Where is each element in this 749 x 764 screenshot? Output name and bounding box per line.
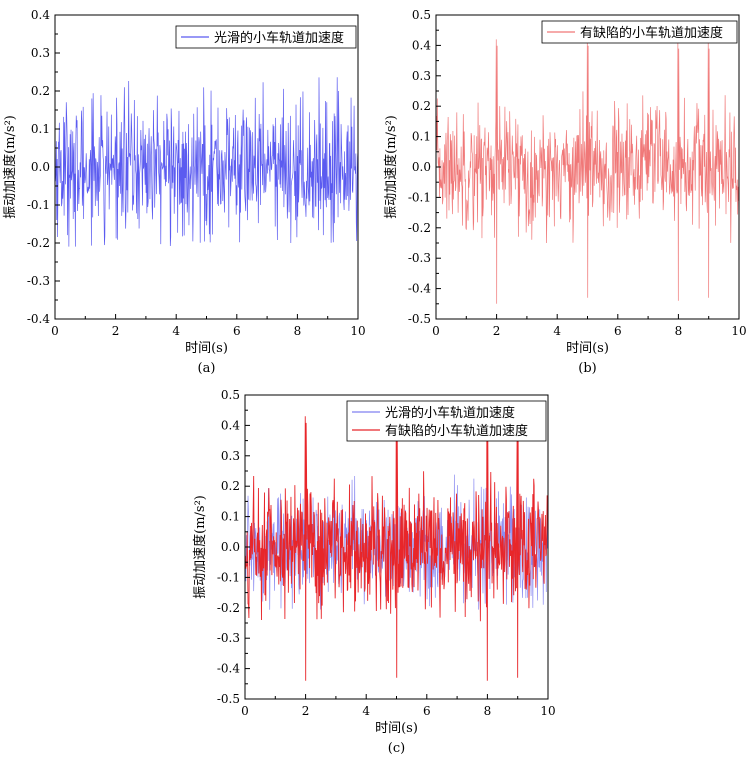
y-tick-label: -0.2	[217, 601, 240, 615]
series-line-1	[55, 77, 358, 247]
legend-label: 有缺陷的小车轨道加速度	[580, 25, 723, 41]
y-tick-label: 0.3	[412, 69, 431, 83]
y-tick-label: -0.1	[27, 198, 50, 212]
x-tick-label: 2	[493, 324, 501, 338]
y-tick-label: 0.3	[31, 46, 50, 60]
x-tick-label: 6	[423, 704, 431, 718]
legend-box	[346, 400, 547, 442]
y-tick-label: 0.5	[221, 388, 240, 402]
y-tick-label: 0.1	[412, 130, 431, 144]
y-tick-label: 0.0	[221, 540, 240, 554]
x-tick-label: 2	[112, 324, 120, 338]
y-tick-label: 0.0	[31, 160, 50, 174]
legend-label: 光滑的小车轨道加速度	[214, 30, 344, 46]
x-tick-label: 0	[432, 324, 440, 338]
y-tick-label: 0.2	[221, 479, 240, 493]
y-tick-label: 0.1	[31, 122, 50, 136]
legend-box	[541, 20, 738, 44]
y-axis-title: 振动加速度(m/s²)	[2, 115, 18, 219]
chart-panel-b: 0 2 4 6 8 10 -0.5 -0.4 -0.3 -0.2 -0.1 0.0 0.1 0.2 0.3 0…	[383, 8, 747, 376]
chart-panel-a: 0 2 4 6 8 10 -0.4 -0.3 -0.2 -0.1 0.0 0.1 0.2 0.3 0.4 时间…	[2, 8, 366, 376]
y-axis-title: 振动加速度(m/s²)	[192, 495, 208, 599]
series-line-1	[436, 39, 739, 304]
x-tick-label: 10	[540, 704, 555, 718]
panel-caption: (b)	[578, 361, 596, 376]
y-tick-label: 0.4	[31, 8, 50, 22]
legend-label: 光滑的小车轨道加速度	[385, 405, 515, 421]
series-line-2	[245, 416, 548, 681]
y-tick-label: -0.2	[27, 236, 50, 250]
x-tick-label: 0	[241, 704, 249, 718]
y-tick-label: 0.2	[31, 84, 50, 98]
legend-box	[175, 25, 357, 49]
y-tick-label: -0.4	[217, 662, 241, 676]
x-axis-title: 时间(s)	[375, 721, 418, 736]
x-tick-label: 10	[350, 324, 365, 338]
y-tick-label: -0.3	[217, 631, 240, 645]
y-tick-label: -0.2	[408, 221, 431, 235]
chart-panel-c: 0 2 4 6 8 10 -0.5 -0.4 -0.3 -0.2 -0.1 0.0 0.1 0.2 0.3 0…	[192, 388, 556, 756]
x-tick-label: 8	[294, 324, 302, 338]
y-tick-label: -0.1	[217, 570, 240, 584]
x-tick-label: 4	[553, 324, 561, 338]
y-tick-label: 0.4	[412, 38, 431, 52]
panel-caption: (a)	[198, 361, 216, 376]
y-tick-label: 0.0	[412, 160, 431, 174]
y-tick-label: 0.4	[221, 418, 240, 432]
legend-label: 有缺陷的小车轨道加速度	[385, 423, 528, 439]
y-tick-label: 0.5	[412, 8, 431, 22]
x-tick-label: 4	[172, 324, 180, 338]
x-axis-title: 时间(s)	[566, 341, 609, 356]
y-tick-label: 0.2	[412, 99, 431, 113]
y-tick-label: -0.3	[27, 274, 50, 288]
x-tick-label: 6	[614, 324, 622, 338]
y-tick-label: -0.4	[408, 282, 432, 296]
y-tick-label: -0.4	[27, 312, 51, 326]
y-tick-label: -0.3	[408, 251, 431, 265]
x-tick-label: 4	[362, 704, 370, 718]
x-axis-title: 时间(s)	[185, 341, 228, 356]
x-tick-label: 10	[731, 324, 746, 338]
x-tick-label: 6	[233, 324, 241, 338]
panel-caption: (c)	[388, 741, 405, 756]
x-tick-label: 2	[302, 704, 310, 718]
y-tick-label: -0.1	[408, 190, 431, 204]
y-tick-label: 0.3	[221, 449, 240, 463]
x-tick-label: 8	[675, 324, 683, 338]
y-tick-label: 0.1	[221, 510, 240, 524]
y-tick-label: -0.5	[408, 312, 431, 326]
y-tick-label: -0.5	[217, 692, 240, 706]
x-tick-label: 8	[484, 704, 492, 718]
y-axis-title: 振动加速度(m/s²)	[383, 115, 399, 219]
x-tick-label: 0	[51, 324, 59, 338]
